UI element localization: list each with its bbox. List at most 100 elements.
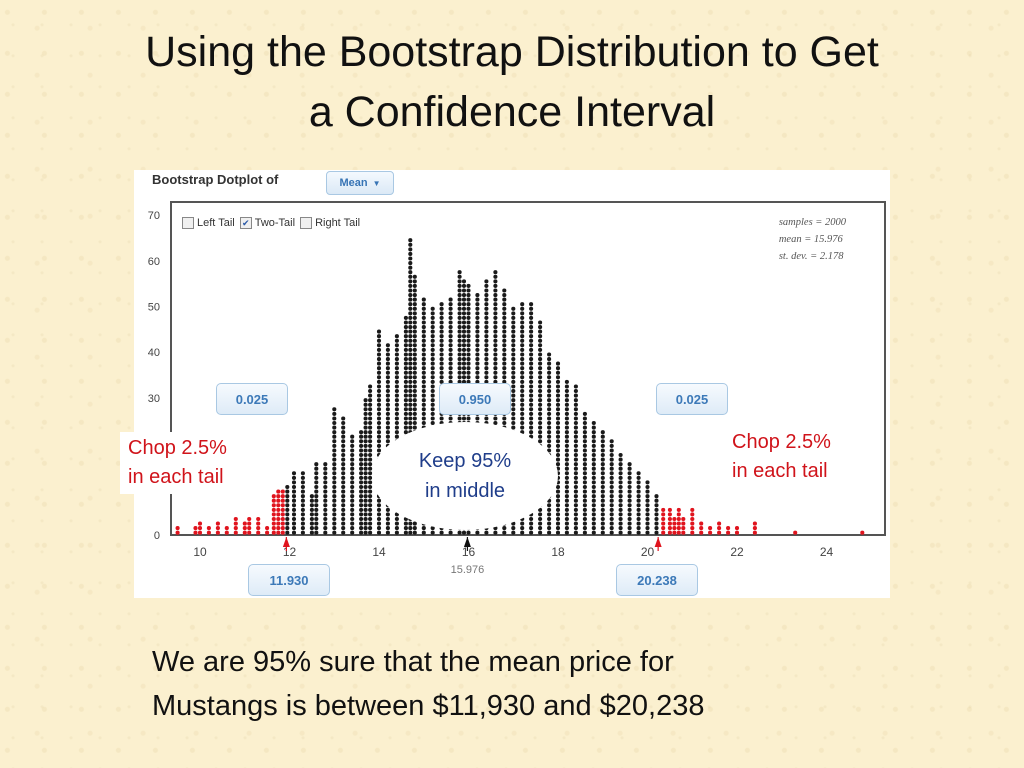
data-dot xyxy=(359,498,364,503)
data-dot xyxy=(538,530,543,535)
lower-cutoff-value[interactable]: 11.930 xyxy=(248,564,330,596)
data-dot xyxy=(520,338,525,343)
statistic-dropdown[interactable]: Mean ▼ xyxy=(326,171,394,195)
data-dot xyxy=(448,357,453,362)
data-dot xyxy=(314,530,319,535)
data-dot xyxy=(564,530,569,535)
data-dot xyxy=(466,366,471,371)
data-dot xyxy=(573,480,578,485)
data-dot xyxy=(332,503,337,508)
data-dot xyxy=(385,393,390,398)
data-dot xyxy=(484,306,489,311)
data-dot xyxy=(520,306,525,311)
data-dot xyxy=(457,334,462,339)
data-dot xyxy=(421,388,426,394)
data-dot xyxy=(564,411,569,416)
data-dot xyxy=(529,370,534,375)
data-dot xyxy=(439,306,444,311)
data-dot xyxy=(609,471,614,476)
data-dot xyxy=(511,366,516,371)
data-dot xyxy=(197,530,203,535)
data-dot xyxy=(457,343,462,348)
data-dot xyxy=(564,466,569,471)
data-dot xyxy=(359,484,364,490)
data-dot xyxy=(627,507,632,512)
data-dot xyxy=(538,379,543,384)
data-dot xyxy=(555,498,561,503)
data-dot xyxy=(439,361,444,366)
data-dot xyxy=(520,521,525,526)
data-dot xyxy=(314,466,319,471)
data-dot xyxy=(520,388,525,394)
data-dot xyxy=(323,507,328,512)
data-dot xyxy=(466,343,471,348)
data-dot xyxy=(573,407,578,412)
data-dot xyxy=(341,457,346,462)
two-tail-checkbox[interactable]: ✔ xyxy=(239,217,252,229)
data-dot xyxy=(350,489,355,494)
data-dot xyxy=(466,357,471,362)
data-dot xyxy=(276,507,281,512)
data-dot xyxy=(403,334,408,339)
data-dot xyxy=(421,329,426,334)
data-dot xyxy=(368,416,373,421)
right-tail-option[interactable]: Right Tail xyxy=(300,217,360,229)
summary-stats: samples = 2000 mean = 15.976 st. dev. = … xyxy=(779,214,846,265)
data-dot xyxy=(466,379,471,384)
data-dot xyxy=(475,297,480,302)
data-dot xyxy=(636,521,641,526)
data-dot xyxy=(752,530,757,535)
data-dot xyxy=(555,416,561,421)
data-dot xyxy=(300,521,305,526)
data-dot xyxy=(538,430,543,435)
two-tail-option[interactable]: ✔ Two-Tail xyxy=(239,217,295,229)
data-dot xyxy=(618,475,623,480)
data-dot xyxy=(323,466,328,471)
data-dot xyxy=(667,512,672,517)
data-dot xyxy=(421,320,426,325)
data-dot xyxy=(439,311,444,316)
data-dot xyxy=(582,457,587,462)
data-dot xyxy=(300,484,305,490)
left-tail-checkbox[interactable] xyxy=(182,217,194,229)
right-tail-checkbox[interactable] xyxy=(300,217,313,229)
upper-cutoff-value[interactable]: 20.238 xyxy=(616,564,698,596)
data-dot xyxy=(475,320,480,325)
right-tail-proportion[interactable]: 0.025 xyxy=(656,383,728,415)
data-dot xyxy=(573,402,578,407)
data-dot xyxy=(511,388,516,394)
data-dot xyxy=(300,475,305,480)
data-dot xyxy=(341,494,346,499)
data-dot xyxy=(573,388,578,394)
data-dot xyxy=(564,388,569,394)
data-dot xyxy=(175,530,180,535)
data-dot xyxy=(430,375,435,380)
data-dot xyxy=(412,338,417,343)
conclusion-line-2: Mustangs is between $11,930 and $20,238 xyxy=(152,690,705,722)
data-dot xyxy=(484,352,489,357)
data-dot xyxy=(547,526,552,531)
left-tail-proportion[interactable]: 0.025 xyxy=(216,383,288,415)
data-dot xyxy=(627,512,632,517)
data-dot xyxy=(376,507,382,512)
data-dot xyxy=(591,521,596,526)
data-dot xyxy=(421,393,426,398)
data-dot xyxy=(439,347,444,352)
data-dot xyxy=(421,530,426,535)
data-dot xyxy=(582,480,587,485)
data-dot xyxy=(591,457,596,462)
left-tail-option[interactable]: Left Tail xyxy=(182,217,235,229)
data-dot xyxy=(547,411,552,416)
data-dot xyxy=(439,329,444,334)
middle-proportion[interactable]: 0.950 xyxy=(439,383,511,415)
data-dot xyxy=(363,530,368,535)
data-dot xyxy=(520,420,525,426)
data-dot xyxy=(466,530,471,535)
data-dot xyxy=(247,521,252,526)
y-tick-label: 40 xyxy=(148,347,160,359)
data-dot xyxy=(332,484,337,490)
data-dot xyxy=(627,484,632,490)
data-dot xyxy=(332,471,337,476)
data-dot xyxy=(618,494,623,499)
data-dot xyxy=(394,521,399,526)
